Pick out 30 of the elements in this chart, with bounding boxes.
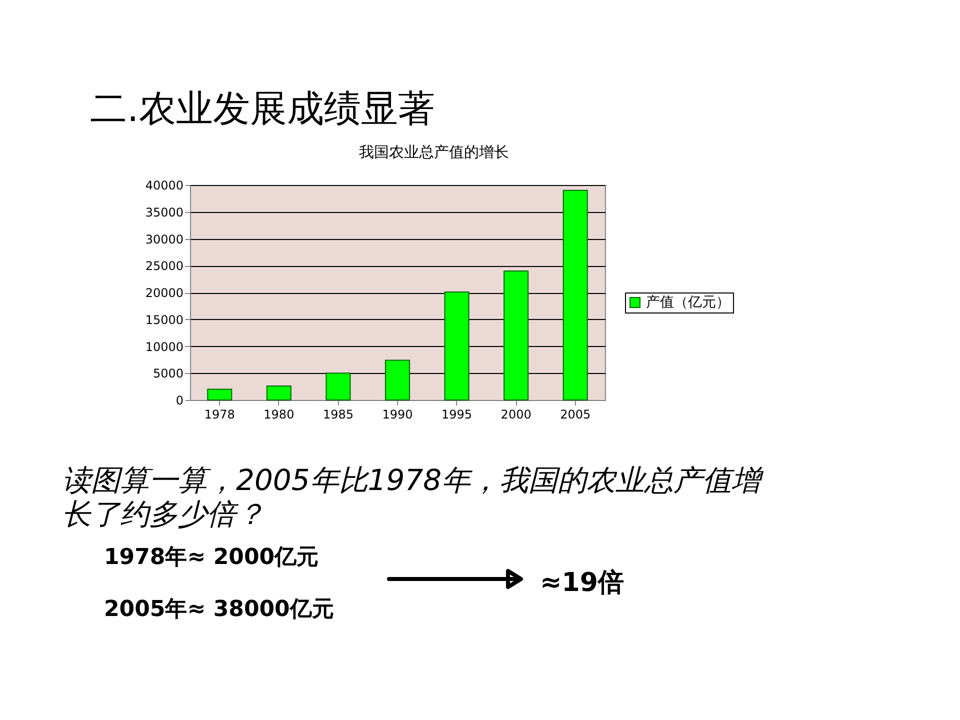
legend-label: 产值（亿元） (646, 294, 730, 310)
y-tick-label: 15000 (145, 312, 184, 327)
y-tick-label: 20000 (145, 286, 184, 300)
text: ≈19倍 (540, 568, 624, 598)
text: 1978年≈ 2000亿元 (104, 545, 319, 570)
x-tick-label: 2005 (560, 408, 591, 422)
bar (266, 386, 292, 400)
bar (504, 270, 529, 400)
bar (326, 372, 351, 400)
y-tick-label: 35000 (145, 205, 184, 220)
bar (444, 291, 470, 400)
bar (385, 360, 410, 400)
y-tick-label: 30000 (145, 232, 184, 246)
y-tick-label: 5000 (152, 366, 184, 381)
x-tick-label: 1985 (322, 408, 354, 422)
y-tick-label: 25000 (145, 259, 184, 274)
x-tick-label: 2000 (500, 408, 532, 422)
y-tick-label: 0 (176, 394, 184, 408)
x-tick-label: 1995 (442, 408, 472, 422)
x-tick-label: 1980 (264, 408, 294, 422)
chart-subtitle: 我国农业总产值的增长 (359, 143, 509, 161)
y-tick-label: 40000 (145, 178, 184, 192)
bar (562, 190, 588, 400)
y-tick-label: 10000 (145, 340, 184, 354)
x-tick-label: 1978 (204, 408, 235, 422)
chart-title: 二.农业发展成绩显著 (90, 87, 435, 130)
x-tick-label: 1990 (382, 408, 413, 422)
bar (207, 388, 232, 400)
text: 2005年≈ 38000亿元 (104, 597, 334, 622)
text: 读图算一算，2005年比1978年，我国的农业总产值增长了约多少倍？ (62, 463, 765, 531)
